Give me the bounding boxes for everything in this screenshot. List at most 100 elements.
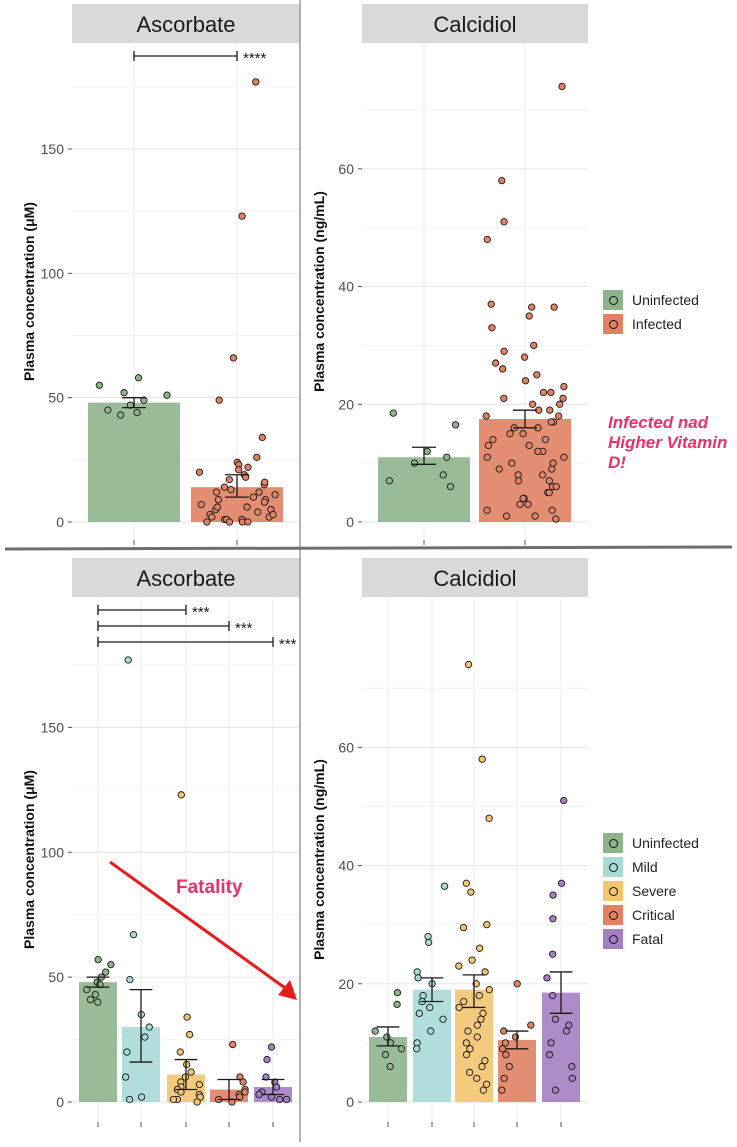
y-tick-label: 150	[41, 141, 65, 157]
data-point-severe	[176, 1048, 184, 1056]
y-tick-label: 0	[346, 514, 354, 530]
y-tick-label: 0	[56, 1094, 64, 1110]
significance-label: ***	[192, 604, 210, 621]
data-point-mild	[439, 1015, 447, 1023]
significance-label: ****	[243, 50, 267, 67]
data-point-severe	[466, 1045, 474, 1053]
data-point-mild	[419, 991, 427, 1000]
data-point-infected	[488, 324, 496, 332]
data-point-fatal	[549, 915, 557, 923]
data-point-uninfected	[381, 1051, 390, 1059]
data-point-severe	[482, 1080, 491, 1088]
y-tick-label: 40	[338, 279, 354, 295]
data-point-infected	[506, 430, 514, 438]
y-axis-title: Plasma concentration (ng/mL)	[311, 191, 327, 392]
facet-strip	[362, 4, 588, 43]
data-point-infected	[531, 512, 539, 520]
legend-top-entry: Uninfected	[603, 288, 699, 312]
data-point-infected	[548, 465, 556, 473]
data-point-infected	[227, 486, 235, 494]
data-point-severe	[177, 791, 185, 799]
legend-bottom-entry: Uninfected	[603, 831, 699, 855]
data-point-mild	[424, 932, 432, 941]
data-point-severe	[462, 1051, 471, 1059]
data-point-uninfected	[91, 990, 99, 999]
data-point-infected	[254, 508, 262, 516]
y-tick-label: 100	[41, 265, 65, 281]
data-point-infected	[559, 394, 567, 403]
data-point-infected	[500, 347, 508, 355]
y-tick-label: 150	[41, 719, 65, 735]
data-point-infected	[242, 473, 250, 481]
data-point-critical	[229, 1040, 237, 1049]
facet-strip	[362, 558, 588, 597]
y-axis-title: Plasma concentration (ng/mL)	[311, 759, 327, 960]
data-point-infected	[238, 212, 246, 220]
data-point-infected	[243, 503, 251, 511]
data-point-fatal	[543, 974, 551, 982]
data-point-infected	[534, 447, 542, 456]
data-point-uninfected	[83, 985, 91, 994]
data-point-fatal	[568, 1062, 576, 1071]
bar-uninfected	[378, 457, 470, 522]
facet-title: Ascorbate	[136, 12, 235, 37]
data-point-infected	[560, 453, 568, 461]
data-point-fatal	[263, 1055, 271, 1064]
data-point-uninfected	[102, 968, 110, 976]
data-point-mild	[440, 882, 449, 890]
data-point-severe	[475, 991, 483, 1000]
legend-swatch	[603, 857, 623, 877]
data-point-infected	[229, 354, 238, 362]
data-point-fatal	[545, 1051, 554, 1059]
data-point-infected	[514, 477, 523, 485]
data-point-severe	[479, 1009, 487, 1017]
data-point-infected	[539, 388, 548, 397]
data-point-fatal	[568, 1074, 576, 1083]
data-point-infected	[483, 453, 491, 461]
y-tick-label: 60	[338, 161, 354, 177]
data-point-infected	[550, 303, 558, 311]
data-point-infected	[560, 382, 568, 391]
data-point-infected	[558, 82, 566, 91]
data-point-severe	[187, 1068, 195, 1076]
data-point-infected	[500, 394, 508, 403]
data-point-infected	[483, 235, 491, 244]
data-point-uninfected	[107, 960, 115, 969]
data-point-fatal	[267, 1093, 275, 1101]
data-point-severe	[464, 1027, 472, 1035]
data-point-uninfected	[94, 956, 102, 964]
data-point-uninfected	[163, 391, 171, 399]
y-tick-label: 50	[48, 969, 64, 985]
data-point-severe	[460, 997, 468, 1006]
data-point-infected	[225, 518, 234, 526]
y-axis-title: Plasma concentration (μM)	[21, 202, 37, 381]
legend-label: Infected	[632, 316, 682, 332]
fatality-arrow-head	[278, 980, 297, 1000]
data-point-infected	[220, 483, 229, 491]
annotation-fatality: Fatality	[176, 877, 243, 898]
data-point-infected	[552, 515, 560, 523]
facet-strip	[72, 558, 300, 597]
y-tick-label: 20	[338, 396, 354, 412]
facet-title: Calcidiol	[433, 566, 516, 591]
legend-point	[609, 887, 618, 896]
data-point-infected	[495, 465, 503, 473]
data-point-infected	[225, 476, 233, 484]
data-point-uninfected	[371, 1027, 379, 1035]
data-point-infected	[197, 500, 205, 509]
data-point-infected	[269, 510, 277, 519]
data-point-infected	[528, 303, 536, 311]
data-point-mild	[124, 656, 132, 664]
data-point-severe	[481, 968, 489, 976]
legend-swatch	[603, 929, 623, 949]
data-point-infected	[203, 518, 211, 526]
data-point-infected	[499, 365, 507, 373]
legend-swatch	[603, 314, 623, 334]
data-point-critical	[511, 1033, 520, 1041]
data-point-infected	[213, 503, 222, 511]
data-point-critical	[228, 1098, 236, 1106]
legend-label: Fatal	[632, 931, 664, 947]
data-point-infected	[260, 498, 269, 506]
panel-top-ascorbate: Ascorbate 0 50 100 150 Plasma concentration (…	[21, 4, 300, 545]
